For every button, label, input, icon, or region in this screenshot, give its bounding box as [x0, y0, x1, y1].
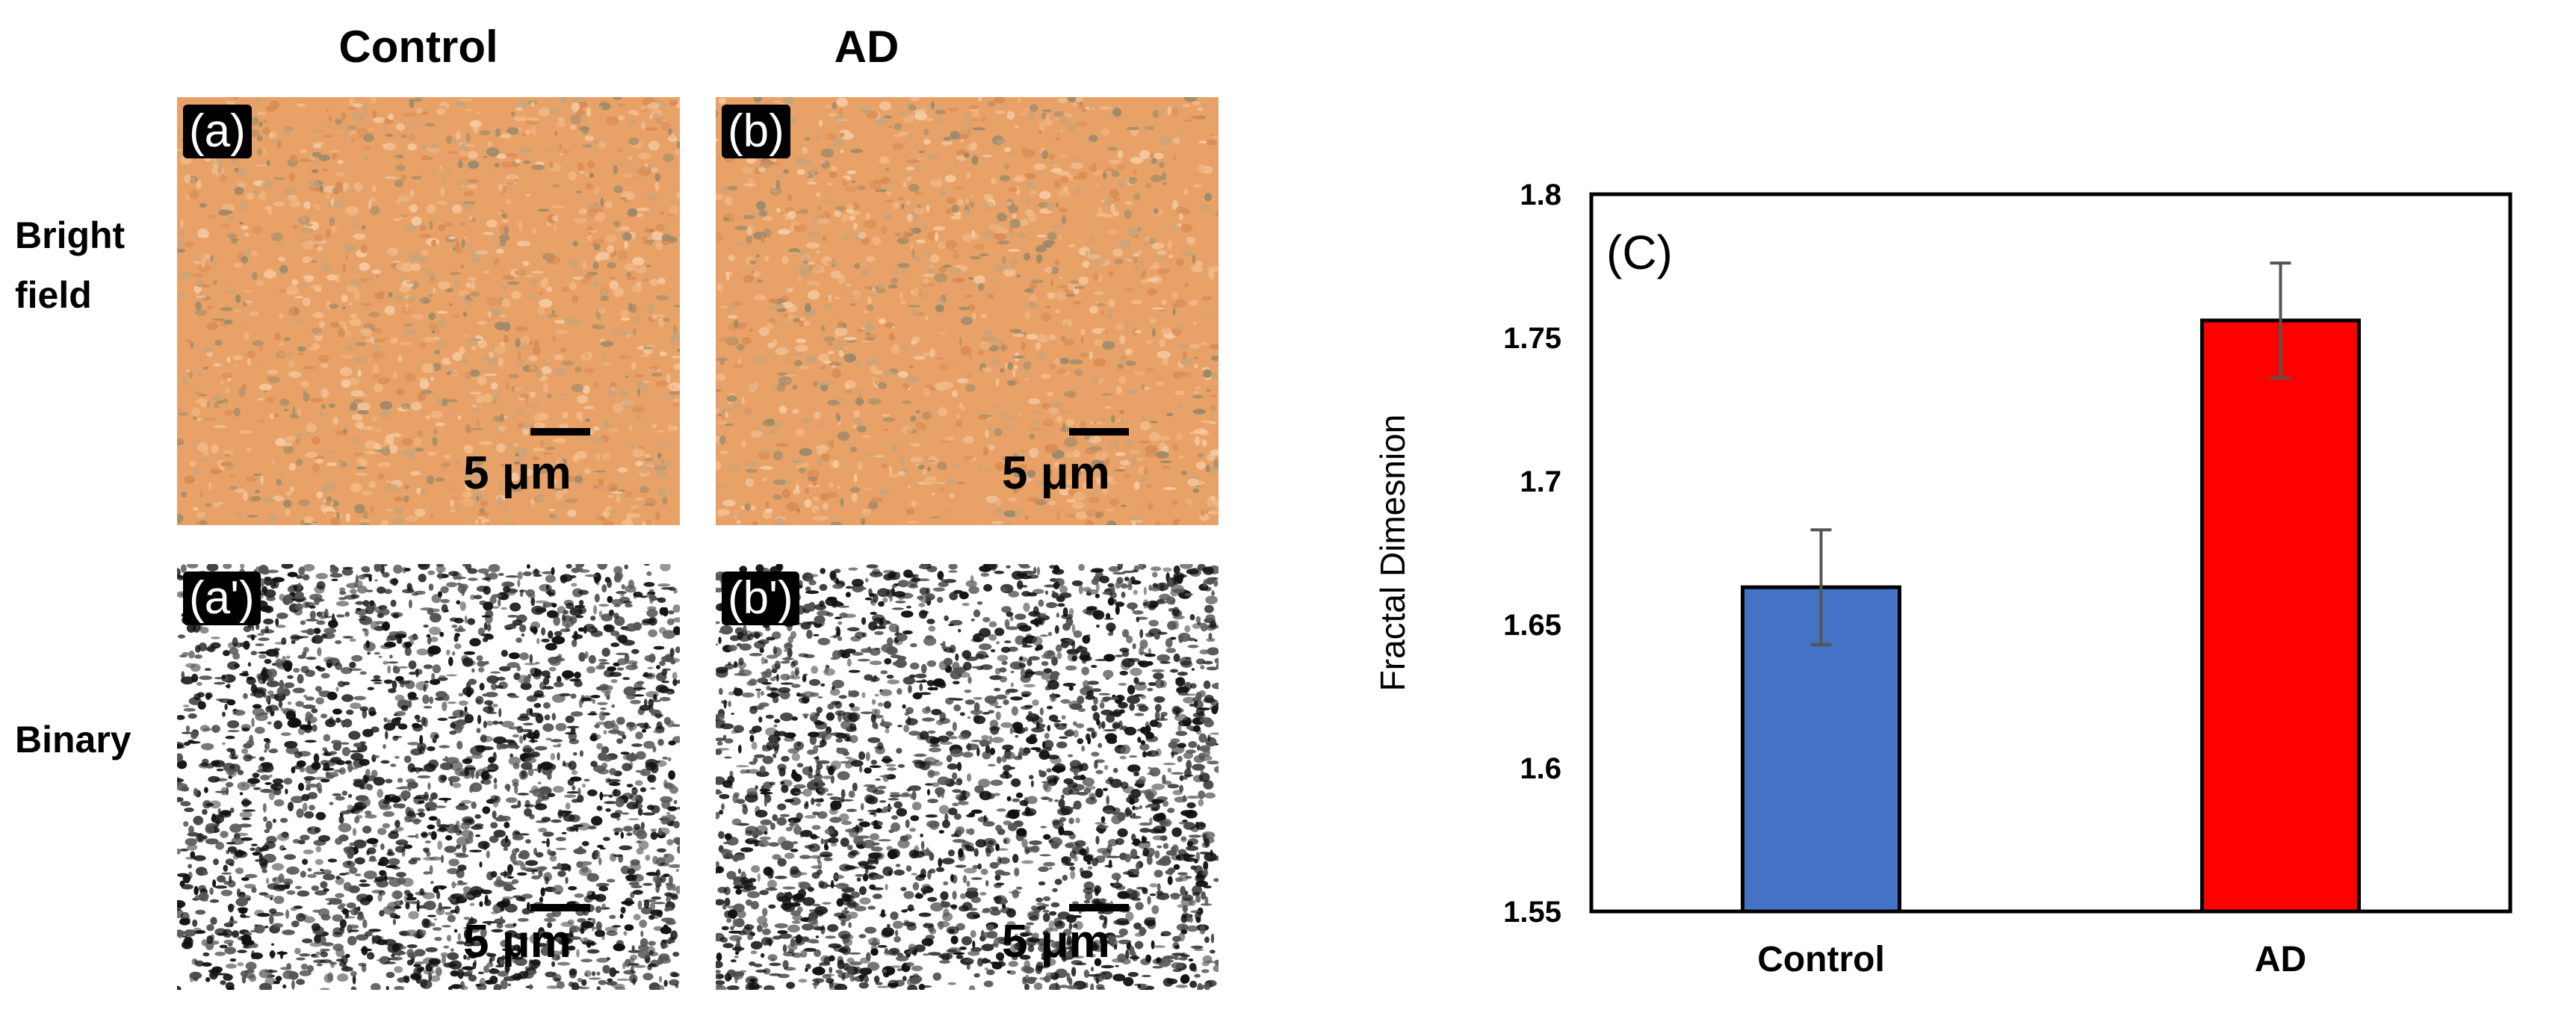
- panel-tag: (b'): [722, 572, 799, 625]
- micrograph-panel-b-prime: (b') 5 μm: [716, 564, 1219, 990]
- micrograph-panel-a: (a) 5 μm: [177, 97, 680, 525]
- micrograph-texture: [177, 564, 680, 990]
- micrograph-panel-a-prime: (a') 5 μm: [177, 564, 680, 990]
- scale-bar: [530, 904, 590, 911]
- scale-bar-label: 5 μm: [463, 916, 572, 967]
- chart-panel-label: (C): [1606, 226, 1673, 279]
- y-tick-label: 1.55: [1503, 896, 1561, 929]
- panel-tag: (b): [722, 105, 790, 158]
- scale-bar-label: 5 μm: [1002, 447, 1110, 499]
- panel-tag: (a): [183, 105, 252, 158]
- row-header-bright-field: Bright field: [15, 205, 125, 325]
- scale-bar-label: 5 μm: [1002, 916, 1110, 967]
- micrograph-texture: [177, 97, 680, 525]
- column-header-ad: AD: [834, 22, 900, 72]
- y-axis-title: Fractal Dimesnion: [1373, 415, 1412, 692]
- row-header-bright-line2: field: [15, 274, 92, 316]
- micrograph-texture: [716, 564, 1219, 990]
- plot-frame: [1589, 192, 2512, 914]
- micrograph-panel-b: (b) 5 μm: [716, 97, 1219, 525]
- y-tick-label: 1.75: [1503, 322, 1561, 355]
- y-tick-label: 1.7: [1520, 465, 1561, 498]
- fractal-dimension-chart: 1.55 1.6 1.65 1.7 1.75 1.8 Fractal Dimesnion (C…: [1373, 179, 2512, 979]
- x-tick-label: AD: [2255, 940, 2306, 979]
- x-tick-label: Control: [1757, 940, 1885, 979]
- scale-bar: [1069, 904, 1129, 911]
- scale-bar: [530, 428, 590, 436]
- column-header-control: Control: [338, 22, 498, 72]
- y-tick-label: 1.6: [1520, 752, 1561, 785]
- bar: [2200, 318, 2361, 914]
- micrograph-texture: [716, 97, 1219, 525]
- row-header-binary: Binary: [15, 719, 131, 761]
- scale-bar-label: 5 μm: [463, 447, 572, 499]
- scale-bar: [1069, 428, 1129, 436]
- y-tick-label: 1.65: [1503, 609, 1561, 642]
- panel-tag: (a'): [183, 572, 261, 625]
- row-header-bright-line1: Bright: [15, 214, 126, 256]
- y-tick-label: 1.8: [1520, 179, 1561, 211]
